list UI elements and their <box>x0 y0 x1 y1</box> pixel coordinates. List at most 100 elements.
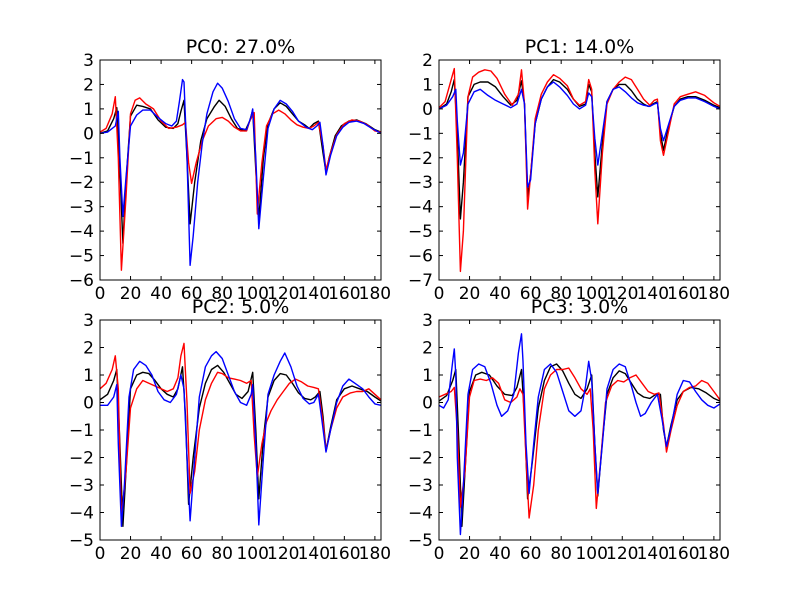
x-tick-label: 120 <box>267 544 299 564</box>
x-tick-label: 20 <box>459 544 481 564</box>
y-tick-label: −5 <box>408 222 433 242</box>
x-tick-label: 160 <box>328 284 360 304</box>
series-line-1 <box>439 67 720 273</box>
series-line-2 <box>439 333 720 536</box>
y-tick-label: −1 <box>69 421 94 441</box>
y-tick-label: −2 <box>408 449 433 469</box>
y-tick-label: −4 <box>69 504 94 524</box>
y-tick-label: 0 <box>422 100 433 120</box>
y-tick-label: −3 <box>408 173 433 193</box>
subplot-title: PC3: 3.0% <box>531 296 629 318</box>
y-tick-label: −3 <box>69 476 94 496</box>
y-tick-label: −5 <box>69 531 94 551</box>
y-tick-label: −5 <box>408 531 433 551</box>
y-tick-label: −2 <box>69 173 94 193</box>
x-tick-label: 140 <box>637 284 669 304</box>
y-tick-label: 2 <box>83 339 94 359</box>
x-tick-label: 80 <box>550 284 572 304</box>
series-line-2 <box>439 81 720 188</box>
y-tick-label: −4 <box>408 504 433 524</box>
x-tick-label: 20 <box>120 284 142 304</box>
y-tick-label: −2 <box>408 149 433 169</box>
x-tick-label: 0 <box>434 284 445 304</box>
y-tick-label: 2 <box>422 51 433 71</box>
x-tick-label: 40 <box>489 544 511 564</box>
series-line-1 <box>439 367 720 519</box>
y-tick-label: 0 <box>83 124 94 144</box>
x-tick-label: 80 <box>550 544 572 564</box>
x-tick-label: 0 <box>95 544 106 564</box>
x-tick-label: 120 <box>606 284 638 304</box>
x-tick-label: 160 <box>328 544 360 564</box>
y-tick-label: −5 <box>69 247 94 267</box>
axes-frame <box>438 59 721 281</box>
subplot-title: PC0: 27.0% <box>186 36 296 58</box>
plot-area <box>439 320 720 540</box>
y-tick-label: −2 <box>69 449 94 469</box>
axes-frame <box>99 59 382 281</box>
x-tick-label: 160 <box>667 544 699 564</box>
series-group <box>100 342 381 527</box>
y-tick-label: −3 <box>69 198 94 218</box>
x-tick-label: 140 <box>298 544 330 564</box>
y-tick-label: 0 <box>422 394 433 414</box>
x-tick-label: 60 <box>520 544 542 564</box>
x-tick-label: 0 <box>434 544 445 564</box>
x-tick-label: 180 <box>359 284 391 304</box>
x-tick-label: 180 <box>698 544 730 564</box>
y-tick-label: 1 <box>83 366 94 386</box>
y-tick-label: 1 <box>422 75 433 95</box>
y-tick-label: −1 <box>69 149 94 169</box>
y-tick-label: −4 <box>69 222 94 242</box>
x-tick-label: 100 <box>236 544 268 564</box>
series-group <box>100 78 381 271</box>
y-tick-label: 0 <box>83 394 94 414</box>
x-tick-label: 60 <box>181 544 203 564</box>
series-line-2 <box>100 350 381 527</box>
x-tick-label: 80 <box>211 544 233 564</box>
plot-area <box>100 60 381 280</box>
x-tick-label: 180 <box>698 284 730 304</box>
y-tick-label: −4 <box>408 198 433 218</box>
subplot-title: PC2: 5.0% <box>192 296 290 318</box>
x-tick-label: 0 <box>95 284 106 304</box>
y-tick-label: 3 <box>83 51 94 71</box>
series-line-2 <box>100 78 381 266</box>
x-tick-label: 160 <box>667 284 699 304</box>
x-tick-label: 40 <box>150 544 172 564</box>
y-tick-label: −6 <box>408 247 433 267</box>
x-tick-label: 80 <box>211 284 233 304</box>
y-tick-label: −7 <box>408 271 433 291</box>
series-group <box>439 67 720 273</box>
x-tick-label: 140 <box>637 544 669 564</box>
subplot-title: PC1: 14.0% <box>525 36 635 58</box>
x-tick-label: 60 <box>181 284 203 304</box>
x-tick-label: 100 <box>575 544 607 564</box>
x-tick-label: 120 <box>267 284 299 304</box>
y-tick-label: 2 <box>83 75 94 95</box>
y-tick-label: 1 <box>83 100 94 120</box>
x-tick-label: 100 <box>236 284 268 304</box>
x-tick-label: 60 <box>520 284 542 304</box>
plot-area <box>439 60 720 280</box>
x-tick-label: 120 <box>606 544 638 564</box>
x-tick-label: 40 <box>489 284 511 304</box>
plot-area <box>100 320 381 540</box>
y-tick-label: 3 <box>83 311 94 331</box>
x-tick-label: 20 <box>459 284 481 304</box>
x-tick-label: 180 <box>359 544 391 564</box>
series-group <box>439 333 720 536</box>
y-tick-label: 1 <box>422 366 433 386</box>
x-tick-label: 40 <box>150 284 172 304</box>
y-tick-label: −3 <box>408 476 433 496</box>
y-tick-label: 2 <box>422 339 433 359</box>
y-tick-label: 3 <box>422 311 433 331</box>
x-tick-label: 140 <box>298 284 330 304</box>
y-tick-label: −1 <box>408 124 433 144</box>
